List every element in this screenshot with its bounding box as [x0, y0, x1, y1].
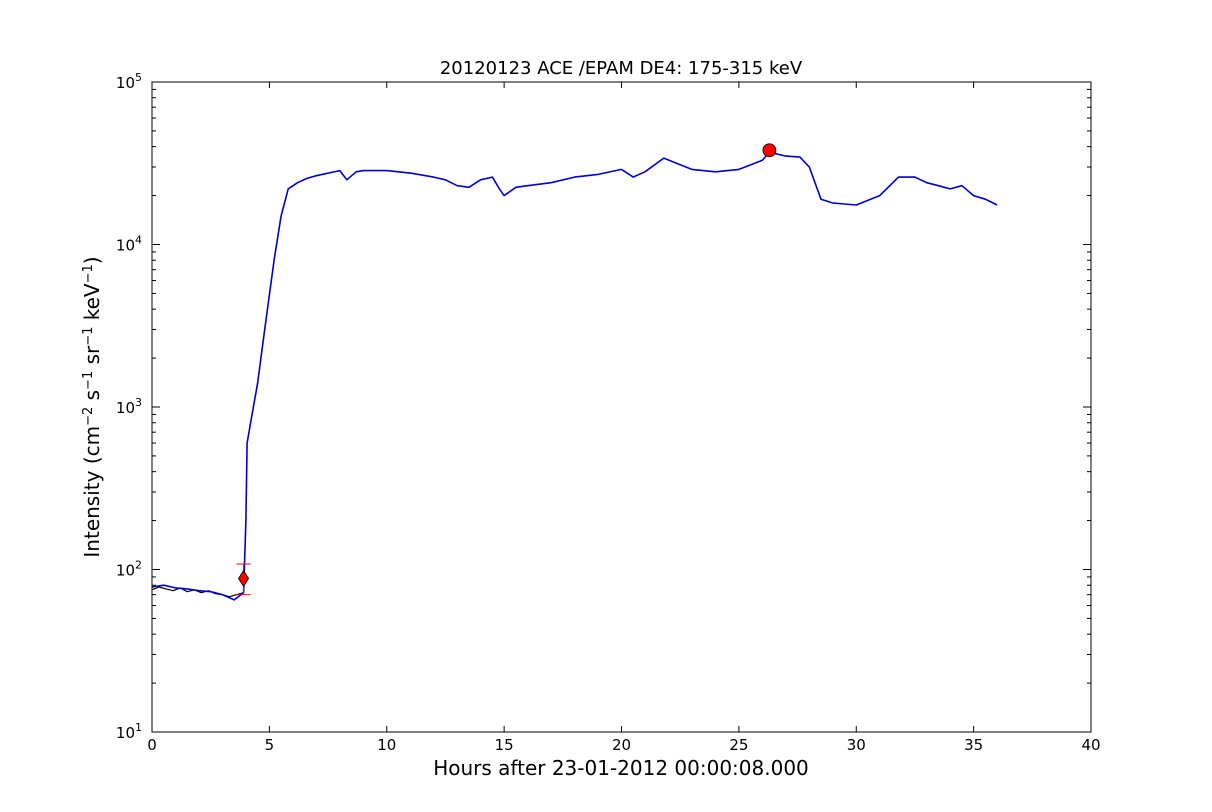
marker-onset-diamond	[238, 569, 250, 588]
x-tick-label: 10	[377, 736, 396, 754]
series-smoothed-line	[151, 151, 998, 601]
series-layer	[151, 151, 998, 601]
y-tick-label: 102	[116, 559, 142, 580]
x-tick-label: 40	[1081, 736, 1100, 754]
x-tick-label: 15	[495, 736, 514, 754]
marker-layer	[236, 143, 777, 596]
x-tick-label: 20	[612, 736, 631, 754]
marker-peak-circle	[762, 143, 777, 158]
y-tick-label: 103	[116, 396, 142, 417]
x-tick-label: 0	[147, 736, 157, 754]
x-tick-label: 5	[265, 736, 275, 754]
x-tick-label: 25	[729, 736, 748, 754]
x-axis-label: Hours after 23-01-2012 00:00:08.000	[433, 756, 809, 780]
y-tick-label: 105	[116, 71, 142, 92]
y-tick-label: 101	[116, 721, 142, 742]
x-tick-label: 30	[847, 736, 866, 754]
y-tick-label: 104	[116, 234, 142, 255]
y-ticks: 101 102 103 104 105	[116, 71, 1091, 742]
x-tick-label: 35	[964, 736, 983, 754]
x-ticks: 0 5 10 15 20 25 30 35 40	[147, 82, 1101, 754]
chart-title: 20120123 ACE /EPAM DE4: 175-315 keV	[440, 58, 803, 79]
y-axis-label: Intensity (cm−2 s−1 sr−1 keV−1)	[80, 256, 104, 557]
